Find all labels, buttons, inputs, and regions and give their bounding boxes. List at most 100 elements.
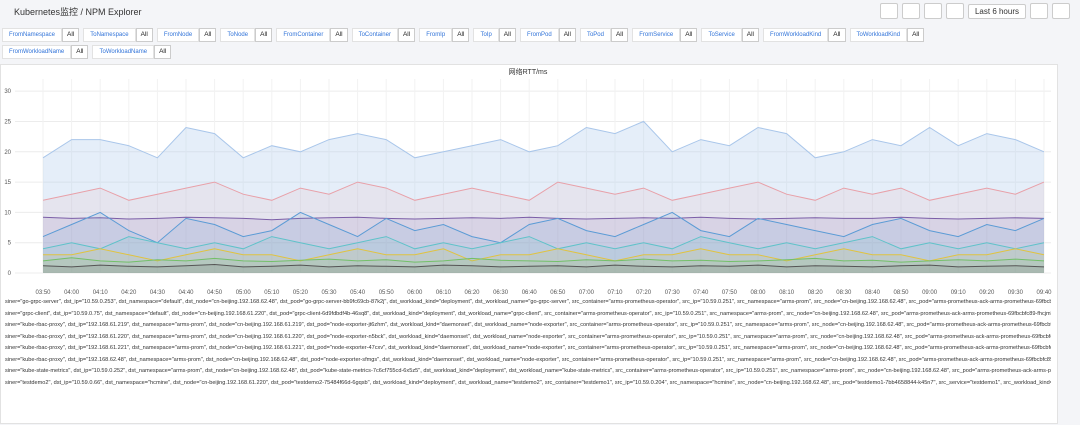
filter-label: FromIp <box>419 28 453 42</box>
x-tick-label: 05:00 <box>236 290 252 296</box>
filter-label: FromNode <box>156 28 200 42</box>
x-tick-label: 09:30 <box>1008 290 1024 296</box>
filter-label: ToService <box>701 28 742 42</box>
filter-label: FromService <box>632 28 681 42</box>
x-tick-label: 09:00 <box>922 290 938 296</box>
x-tick-label: 07:00 <box>579 290 595 296</box>
breadcrumb-title: Kubernetes监控 / NPM Explorer <box>14 6 142 17</box>
filter: FromService All <box>632 28 698 42</box>
y-tick-label: 30 <box>4 89 11 95</box>
chart: 网络RTT/ms 0 5 10 15 20 25 30 03:50 04:00 04:10 04:2… <box>4 67 1052 296</box>
legend-entry[interactable]: siner="grpc-client", dst_ip="10.59.0.75"… <box>5 310 1051 317</box>
filter-label: ToWorkloadKind <box>849 28 908 42</box>
x-tick-label: 08:40 <box>865 290 881 296</box>
filter-dropdown[interactable]: All <box>828 28 846 42</box>
filter-dropdown[interactable]: All <box>199 28 217 42</box>
x-tick-label: 08:30 <box>836 290 852 296</box>
x-tick-label: 06:20 <box>464 290 480 296</box>
series-area <box>43 182 1044 273</box>
series-line <box>43 248 1045 262</box>
y-tick-label: 15 <box>4 180 11 186</box>
x-tick-label: 05:40 <box>350 290 366 296</box>
settings-button[interactable] <box>923 3 942 19</box>
filter-dropdown[interactable]: All <box>498 28 517 42</box>
x-tick-label: 09:10 <box>951 290 967 296</box>
time-range-picker[interactable]: Last 6 hours <box>967 3 1026 19</box>
filter-dropdown[interactable]: All <box>135 28 153 42</box>
tv-mode-button[interactable] <box>945 3 964 19</box>
series-line <box>42 120 1045 159</box>
filter: ToNamespace All <box>83 28 153 42</box>
x-tick-label: 05:30 <box>321 290 337 296</box>
series-line <box>42 263 1045 268</box>
series-area <box>43 121 1044 274</box>
x-tick-label: 04:10 <box>93 290 109 296</box>
filter: ToIp All <box>473 28 517 42</box>
legend-entry[interactable]: siner="go-grpc-server", dst_ip="10.59.0.… <box>5 299 1051 305</box>
filter-dropdown[interactable]: All <box>610 28 629 42</box>
filter-dropdown[interactable]: All <box>558 28 576 42</box>
legend-entry[interactable]: siner="kube-rbac-proxy", dst_ip="192.168… <box>5 345 1051 351</box>
filter-dropdown[interactable]: All <box>255 28 273 42</box>
filter: FromNamespace All <box>2 28 80 42</box>
x-tick-label: 03:50 <box>35 290 51 296</box>
series-line <box>42 181 1045 201</box>
filter-label: FromWorkloadKind <box>763 28 829 42</box>
filter-bar: FromNamespace All ToNamespace All FromNode Al… <box>2 28 1002 59</box>
filter-dropdown[interactable]: All <box>680 28 698 42</box>
x-tick-label: 04:20 <box>121 290 137 296</box>
y-tick-label: 5 <box>8 241 12 247</box>
x-tick-label: 08:00 <box>750 290 766 296</box>
zoom-out-button[interactable] <box>1030 3 1048 19</box>
add-panel-button[interactable] <box>879 3 898 19</box>
refresh-button[interactable] <box>1052 3 1070 19</box>
filter-label: FromWorkloadName <box>2 45 72 59</box>
x-tick-label: 09:20 <box>979 290 995 296</box>
legend-entry[interactable]: siner="kube-rbac-proxy", dst_ip="192.168… <box>5 333 1051 340</box>
filter-label: ToNamespace <box>83 28 136 42</box>
x-tick-label: 07:20 <box>636 290 652 296</box>
series-line <box>42 211 1045 244</box>
series-line <box>42 257 1045 263</box>
filter-label: ToContainer <box>351 28 398 42</box>
filter: ToPod All <box>579 28 629 42</box>
filter-dropdown[interactable]: All <box>154 45 172 59</box>
filter-dropdown[interactable]: All <box>330 28 348 42</box>
legend-entry[interactable]: siner="testdemo2", dst_ip="10.59.0.66", … <box>5 379 1051 386</box>
chart-title: 网络RTT/ms <box>509 67 548 76</box>
filter-dropdown[interactable]: All <box>907 28 925 42</box>
filter-dropdown[interactable]: All <box>397 28 416 42</box>
filter-label: FromContainer <box>276 28 331 42</box>
x-tick-label: 04:50 <box>207 290 223 296</box>
legend-entry[interactable]: siner="kube-state-metrics", dst_ip="10.5… <box>5 368 1051 374</box>
x-tick-label: 05:20 <box>293 290 309 296</box>
filter: ToContainer All <box>351 28 416 42</box>
legend: siner="go-grpc-server", dst_ip="10.59.0.… <box>5 297 1051 389</box>
x-tick-label: 05:50 <box>379 290 395 296</box>
x-tick-label: 08:50 <box>893 290 909 296</box>
legend-entry[interactable]: siner="kube-rbac-proxy", dst_ip="192.168… <box>5 356 1051 363</box>
filter-dropdown[interactable]: All <box>452 28 470 42</box>
filter: FromIp All <box>419 28 470 42</box>
x-tick-label: 04:40 <box>178 290 194 296</box>
x-tick-label: 08:10 <box>779 290 795 296</box>
filter-label: ToPod <box>579 28 611 42</box>
series-area <box>43 236 1044 273</box>
series-area <box>43 257 1044 273</box>
filter-dropdown[interactable]: All <box>62 28 80 42</box>
legend-entry[interactable]: siner="kube-rbac-proxy", dst_ip="192.168… <box>5 322 1051 328</box>
filter: ToWorkloadName All <box>92 45 172 59</box>
save-button[interactable] <box>901 3 920 19</box>
x-tick-label: 06:40 <box>522 290 538 296</box>
x-tick-label: 09:40 <box>1036 290 1052 296</box>
filter: ToService All <box>701 28 760 42</box>
filter-label: FromPod <box>520 28 559 42</box>
filter-dropdown[interactable]: All <box>741 28 760 42</box>
filter-dropdown[interactable]: All <box>71 45 89 59</box>
x-tick-label: 07:50 <box>722 290 738 296</box>
y-tick-label: 10 <box>4 210 11 216</box>
filter: FromPod All <box>520 28 576 42</box>
x-tick-label: 07:40 <box>693 290 709 296</box>
x-tick-label: 06:10 <box>436 290 452 296</box>
